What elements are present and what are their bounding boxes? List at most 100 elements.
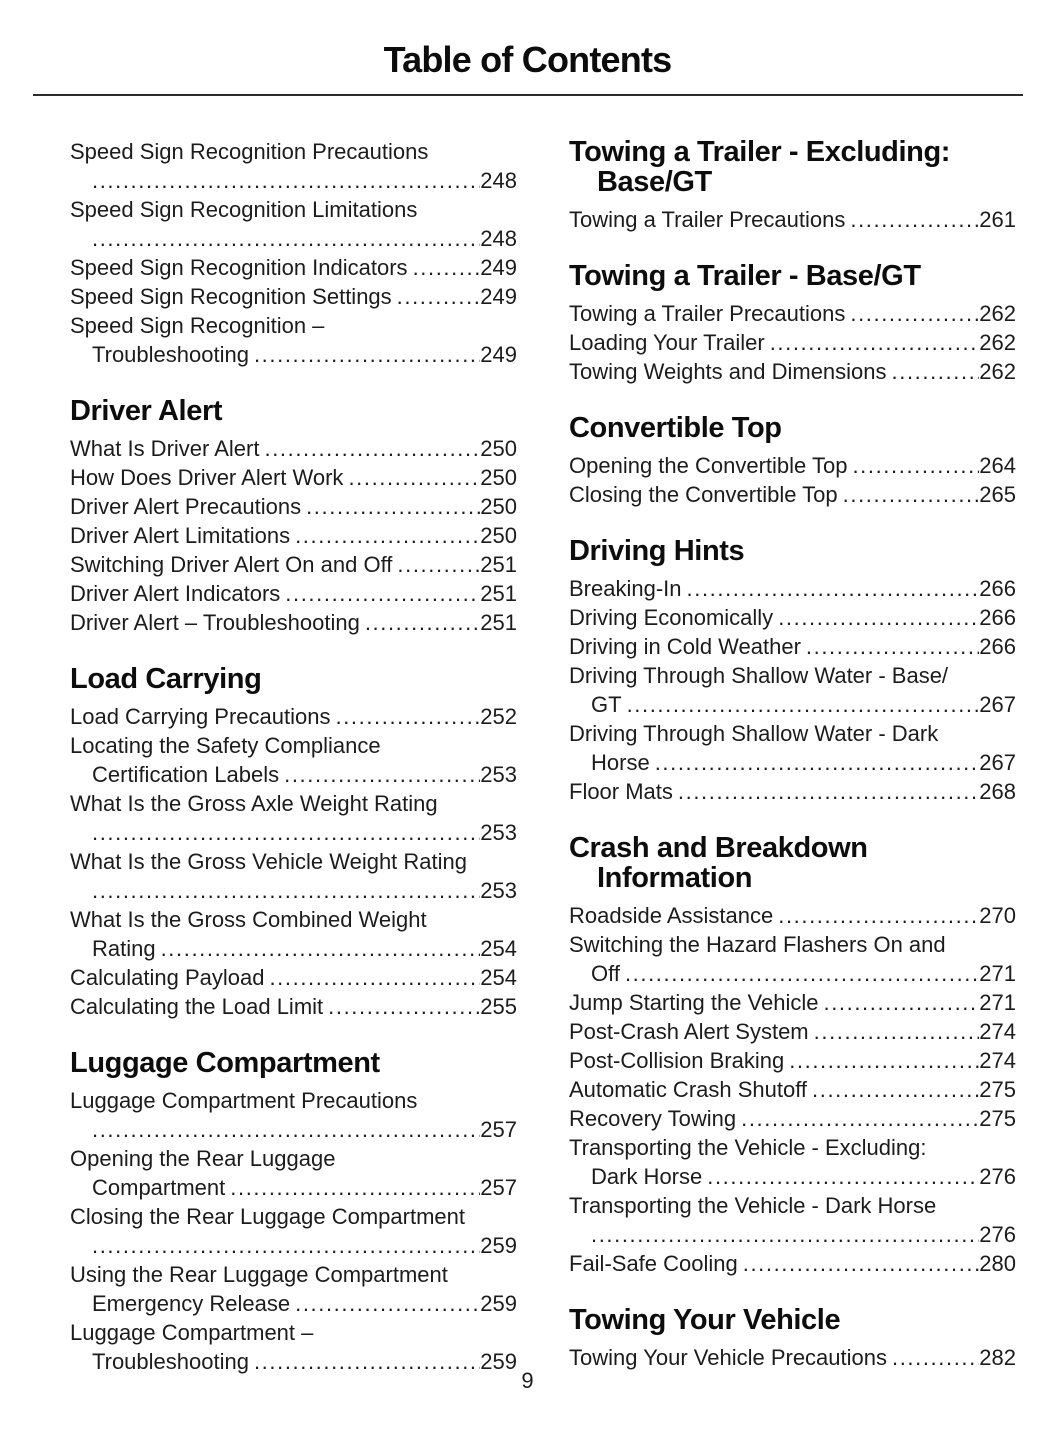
entry-leader-line: Towing a Trailer Precautions 261 [569,205,1016,234]
dot-leader [348,463,480,492]
toc-entry: Closing the Rear Luggage Compartment 259 [70,1202,517,1260]
dot-leader [335,702,480,731]
section-heading-line: Convertible Top [569,412,782,444]
page-number: 9 [521,1368,534,1393]
dot-leader [687,574,980,603]
page-ref: 264 [979,453,1016,478]
entry-title-line: What Is the Gross Combined Weight [70,907,427,932]
page-ref: 248 [480,226,517,251]
page-ref: 266 [979,605,1016,630]
entry-leader-line: Opening the Convertible Top 264 [569,451,1016,480]
dot-leader [230,1173,480,1202]
entry-text: Load Carrying Precautions [70,704,331,729]
entry-text: Calculating Payload [70,965,265,990]
dot-leader [92,876,480,905]
entry-leader-line: Rating 254 [70,934,517,963]
toc-entry: Driving Through Shallow Water - Dark Hors… [569,719,1016,777]
page-ref: 262 [979,359,1016,384]
entry-text: Towing a Trailer Precautions [569,301,846,326]
entry-text: Dark Horse [591,1164,703,1189]
page-ref: 259 [480,1349,517,1374]
entry-leader-line: Off 271 [569,959,1016,988]
toc-entry: Calculating the Load Limit 255 [70,992,517,1021]
entry-text: Speed Sign Recognition Indicators [70,255,408,280]
toc-entry: Roadside Assistance 270 [569,901,1016,930]
toc-entry: Post-Collision Braking 274 [569,1046,1016,1075]
entry-title-line: Driving Through Shallow Water - Dark [569,721,939,746]
entry-leader-line: What Is Driver Alert 250 [70,434,517,463]
page-ref: 266 [979,634,1016,659]
entry-title-line: What Is the Gross Axle Weight Rating [70,791,438,816]
page-ref: 275 [979,1077,1016,1102]
toc-entry: Driving Through Shallow Water - Base/GT 2… [569,661,1016,719]
toc-section: Speed Sign Recognition Precautions248Spe… [70,137,517,369]
toc-entry: Transporting the Vehicle - Excluding: Dar… [569,1133,1016,1191]
toc-entry: Driving in Cold Weather 266 [569,632,1016,661]
toc-section: Load Carrying Load Carrying Precautions 25… [70,664,517,1021]
dot-leader [92,818,480,847]
entry-text: Opening the Convertible Top [569,453,848,478]
entry-text: Closing the Convertible Top [569,482,838,507]
section-heading: Crash and Breakdown Information [569,833,1016,893]
toc-entry: Post-Crash Alert System 274 [569,1017,1016,1046]
toc-entry: Speed Sign Recognition – Troubleshooting 2… [70,311,517,369]
title-divider [33,94,1023,96]
dot-leader [365,608,480,637]
toc-entry: Locating the Safety Compliance Certificat… [70,731,517,789]
dot-leader [306,492,480,521]
entry-title-line: Opening the Rear Luggage [70,1146,336,1171]
dot-leader [778,603,979,632]
toc-entry: Transporting the Vehicle - Dark Horse 276 [569,1191,1016,1249]
toc-entry: Driving Economically 266 [569,603,1016,632]
entry-text: How Does Driver Alert Work [70,465,344,490]
section-heading: Driver Alert [70,396,517,426]
dot-leader [92,1115,480,1144]
section-heading: Towing Your Vehicle [569,1305,1016,1335]
page-ref: 282 [979,1345,1016,1370]
dot-leader [778,901,979,930]
toc-section: Towing a Trailer - Base/GT Towing a Trail… [569,261,1016,386]
entry-title-line: Using the Rear Luggage Compartment [70,1262,448,1287]
toc-section: Driver Alert What Is Driver Alert250How D… [70,396,517,637]
entry-leader-line: Floor Mats 268 [569,777,1016,806]
dot-leader [850,299,979,328]
dot-leader [161,934,481,963]
entry-text: Driving Economically [569,605,774,630]
page-ref: 257 [480,1117,517,1142]
toc-section: Crash and Breakdown Information Roadside A… [569,833,1016,1278]
page-ref: 250 [480,436,517,461]
section-heading: Driving Hints [569,536,1016,566]
page-ref: 275 [979,1106,1016,1131]
page-ref: 253 [480,878,517,903]
entry-text: Calculating the Load Limit [70,994,324,1019]
dot-leader [284,760,480,789]
section-heading-line: Luggage Compartment [70,1047,380,1079]
entry-title-line: Closing the Rear Luggage Compartment [70,1204,466,1229]
dot-leader [812,1075,979,1104]
entry-leader-line: Driver Alert – Troubleshooting 251 [70,608,517,637]
dot-leader [770,328,980,357]
entry-title-line: Transporting the Vehicle - Excluding: [569,1135,927,1160]
page-ref: 249 [480,255,517,280]
entry-leader-line: 248 [70,224,517,253]
page-ref: 252 [480,704,517,729]
section-heading-line: Driver Alert [70,395,223,427]
page-ref: 276 [979,1222,1016,1247]
dot-leader [743,1249,980,1278]
page-ref: 262 [979,301,1016,326]
toc-entry: Fail-Safe Cooling 280 [569,1249,1016,1278]
entry-title-line: Transporting the Vehicle - Dark Horse [569,1193,937,1218]
page-ref: 251 [480,581,517,606]
page-ref: 265 [979,482,1016,507]
page-ref: 249 [480,342,517,367]
section-heading: Load Carrying [70,664,517,694]
entry-text: Certification Labels [92,762,280,787]
section-heading-line: Load Carrying [70,663,262,695]
toc-entry: Switching Driver Alert On and Off 251 [70,550,517,579]
toc-entry: Speed Sign Recognition Settings 249 [70,282,517,311]
entry-leader-line: Certification Labels 253 [70,760,517,789]
toc-column: Speed Sign Recognition Precautions248Spe… [70,137,517,1376]
toc-entry: Driver Alert – Troubleshooting 251 [70,608,517,637]
entry-text: Floor Mats [569,779,673,804]
